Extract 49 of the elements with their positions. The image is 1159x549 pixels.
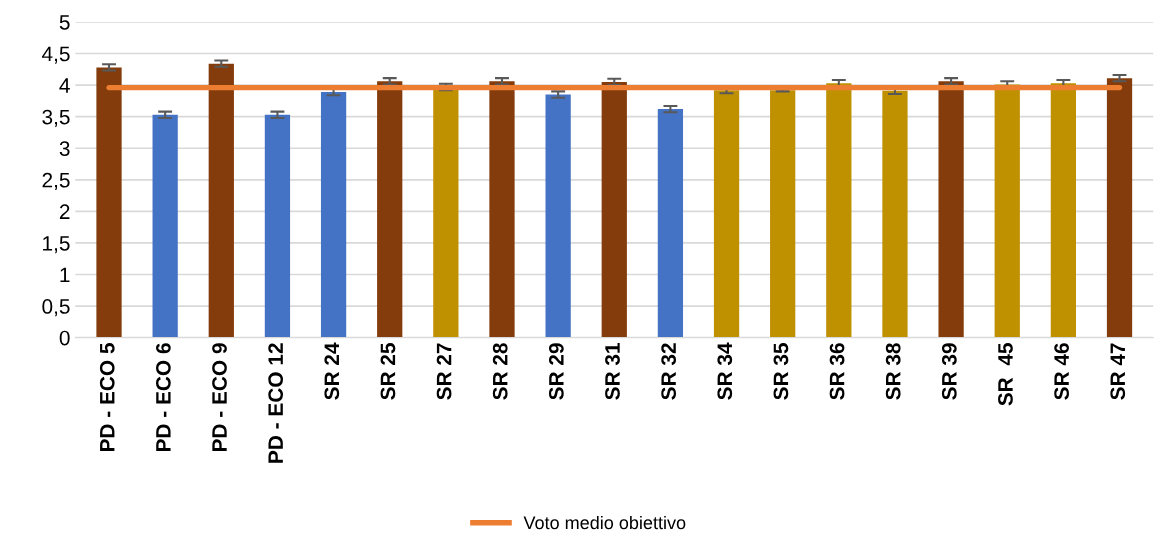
x-tick-label: PD - ECO 9 [212,343,227,452]
bar [1106,78,1133,338]
y-tick-label: 1,5 [43,236,70,254]
x-tick-label: SR 28 [492,343,508,400]
bar [994,84,1020,338]
bar [882,90,908,338]
y-tick-label: 1 [60,267,70,283]
x-tick-label: SR 34 [717,342,733,400]
x-tick-label: PD - ECO 5 [99,343,115,452]
bar [826,83,852,338]
y-tick-label: 2,5 [42,172,70,191]
x-tick-label: SR 47 [1110,343,1126,400]
x-tick-label: SR 29 [548,343,564,400]
x-tick-label: SR 39 [941,343,957,400]
x-tick-label: SR 38 [885,343,901,400]
bar [264,114,291,338]
x-tick-label: PD - ECO 12 [268,343,284,463]
y-tick-label: 4,5 [41,46,70,64]
bar [938,81,964,338]
x-tick-label: SR 31 [605,343,620,400]
bar [320,92,347,338]
bar [1050,83,1077,338]
bar [657,109,684,338]
y-tick-label: 3 [59,141,70,156]
x-tick-label: PD - ECO 6 [156,343,171,452]
bar [713,90,740,338]
y-tick-label: 0,5 [42,299,70,317]
bar [770,90,796,338]
x-tick-label: SR 27 [436,343,452,400]
legend-label: Voto medio obiettivo [523,515,686,530]
y-tick-label: 5 [59,15,70,30]
x-tick-label: SR 46 [1054,343,1069,400]
x-tick-label: SR 36 [829,343,845,400]
x-tick-label: SR 35 [773,343,789,400]
bar [377,81,403,338]
y-tick-label: 4 [59,78,70,93]
x-tick-label: SR 45 [998,343,1013,406]
x-tick-label: SR 24 [324,342,340,400]
x-tick-label: SR 32 [661,343,677,400]
bar [208,63,234,338]
y-tick-label: 0 [59,330,70,346]
bar [152,114,178,338]
y-tick-label: 3,5 [42,109,70,127]
bar [545,94,571,338]
x-tick-label: SR 25 [380,343,396,400]
bar [96,67,122,338]
bar [489,81,515,338]
y-tick-label: 2 [59,204,70,219]
bar [601,81,627,338]
